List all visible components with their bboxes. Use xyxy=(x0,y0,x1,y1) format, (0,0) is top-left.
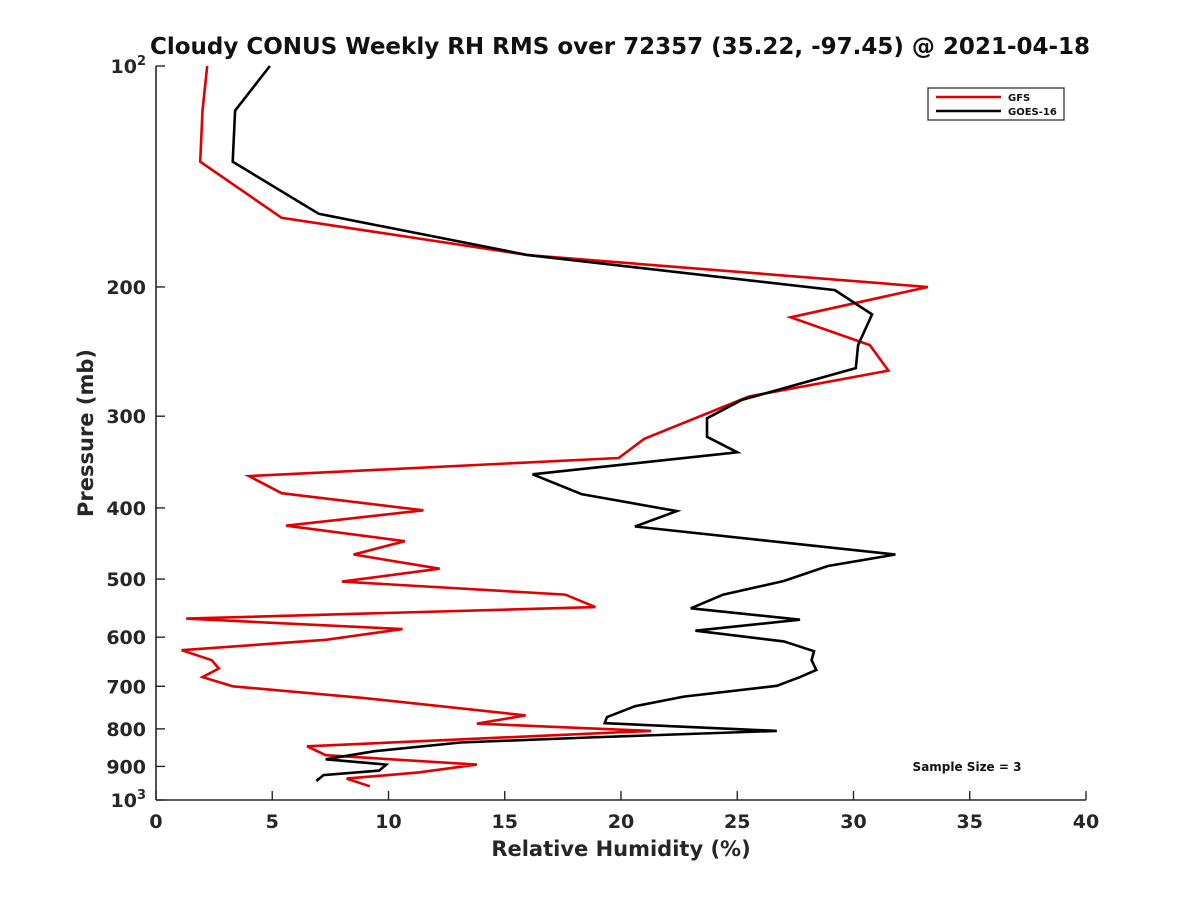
y-tick-label: 900 xyxy=(106,756,146,778)
legend: GFS GOES-16 xyxy=(927,87,1065,121)
x-tick-label: 20 xyxy=(608,811,634,833)
x-tick-label: 15 xyxy=(492,811,518,833)
x-tick-label: 35 xyxy=(957,811,983,833)
x-tick-label: 25 xyxy=(724,811,750,833)
x-tick-label: 0 xyxy=(149,811,162,833)
y-axis-label: Pressure (mb) xyxy=(74,349,98,517)
series-line-goes16 xyxy=(231,65,896,782)
x-tick-label: 10 xyxy=(375,811,401,833)
y-tick-label: 102 xyxy=(111,54,147,78)
y-tick-label: 800 xyxy=(106,719,146,741)
y-tick-label: 700 xyxy=(106,676,146,698)
x-tick-label: 40 xyxy=(1073,811,1099,833)
plot-area xyxy=(155,66,1086,801)
chart-title: Cloudy CONUS Weekly RH RMS over 72357 (3… xyxy=(150,34,1090,60)
x-tick-label: 30 xyxy=(840,811,866,833)
sample-size-annotation: Sample Size = 3 xyxy=(913,760,1022,774)
y-tick-label: 300 xyxy=(106,406,146,428)
y-tick-label: 500 xyxy=(106,569,146,591)
legend-label-goes16: GOES-16 xyxy=(1008,107,1057,118)
y-axis-ticks: 102 200 300 400 500 600 700 800 900 103 xyxy=(106,54,165,812)
series-line-gfs xyxy=(181,65,929,788)
x-tick-label: 5 xyxy=(266,811,279,833)
y-tick-label: 103 xyxy=(111,788,147,812)
x-axis-ticks: 0 5 10 15 20 25 30 35 40 xyxy=(149,791,1099,833)
series-layer xyxy=(181,65,929,788)
y-tick-label: 600 xyxy=(106,627,146,649)
x-axis-label: Relative Humidity (%) xyxy=(491,837,750,861)
legend-label-gfs: GFS xyxy=(1008,93,1030,104)
y-tick-label: 400 xyxy=(106,498,146,520)
y-tick-label: 200 xyxy=(106,277,146,299)
legend-box xyxy=(927,87,1065,121)
